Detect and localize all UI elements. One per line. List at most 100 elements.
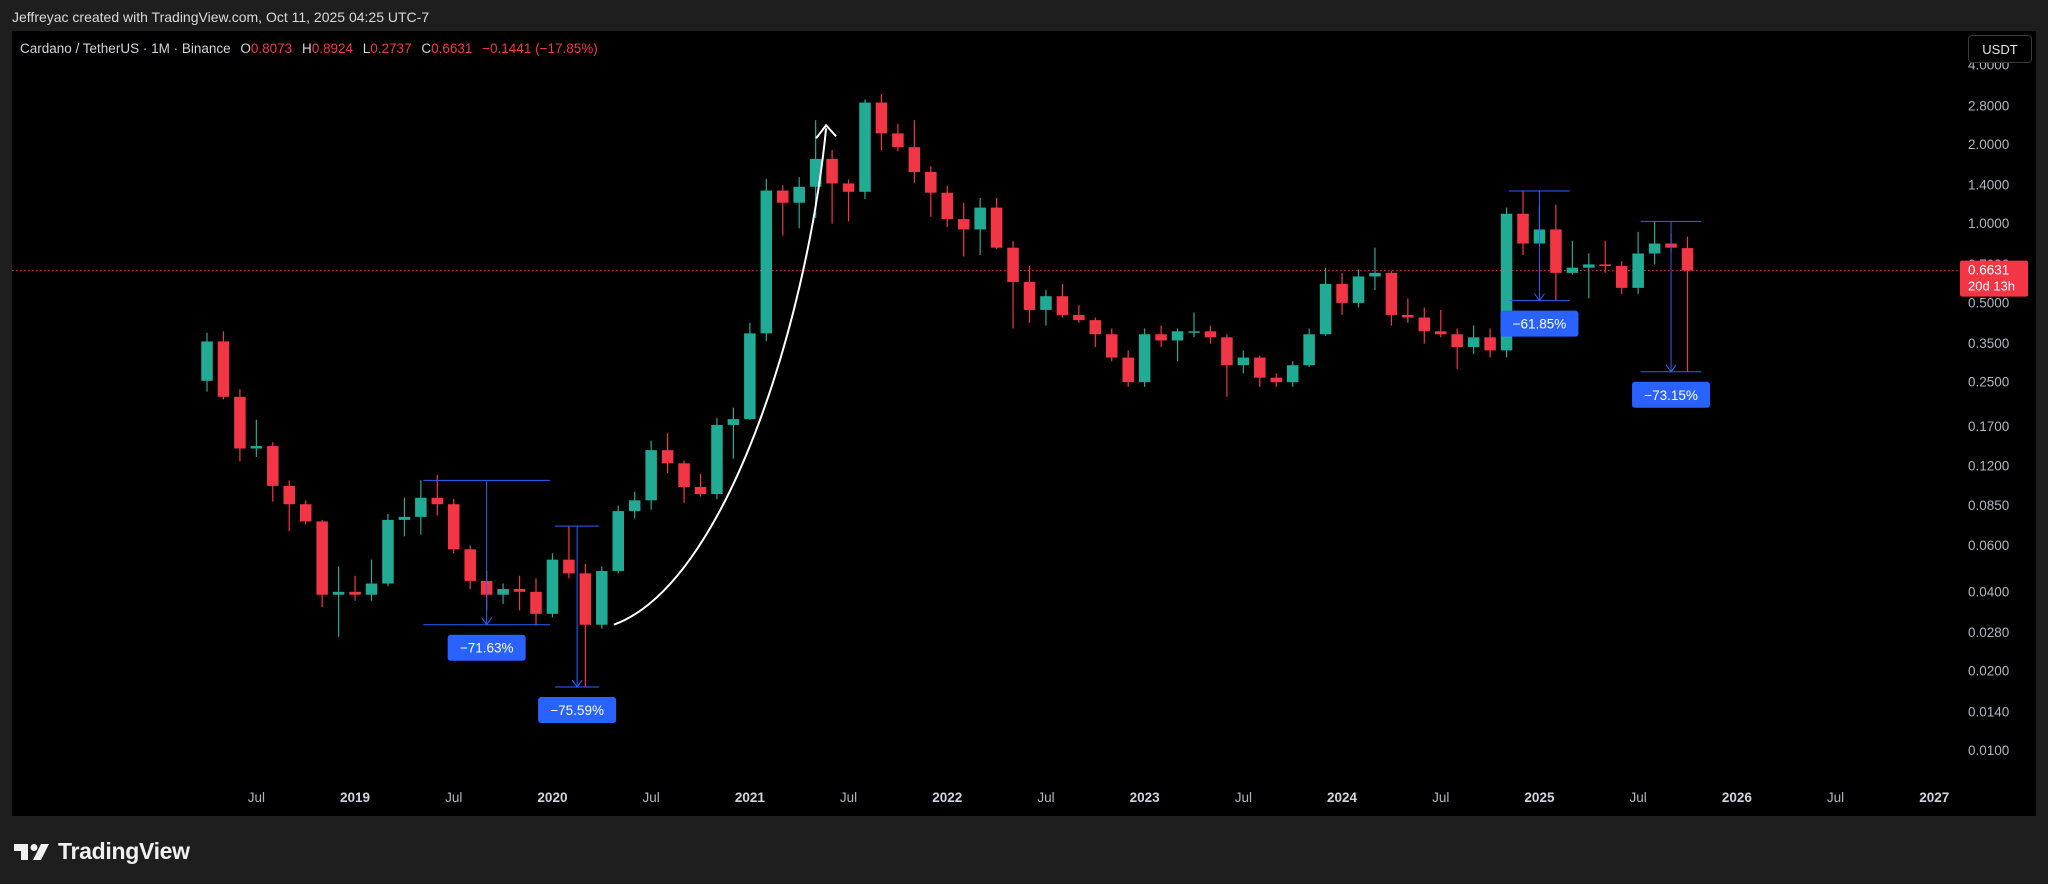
- measure-label-box: [1632, 381, 1711, 408]
- measure-label-box: [447, 634, 526, 661]
- y-tick-label: 0.0280: [1968, 625, 2009, 640]
- x-tick-label: Jul: [643, 790, 660, 805]
- candle-body: [1056, 296, 1069, 315]
- candle-body: [1418, 317, 1431, 332]
- candle-body: [332, 591, 345, 595]
- candle-body: [941, 192, 953, 220]
- x-tick-label: 2019: [340, 790, 370, 805]
- candle-body: [234, 396, 246, 449]
- measure-arrowhead: [571, 679, 583, 688]
- x-tick-label: 2026: [1722, 790, 1753, 805]
- candle-body: [1204, 331, 1217, 338]
- x-tick-label: 2024: [1327, 790, 1358, 805]
- credit-text: Jeffreyac created with TradingView.com, …: [12, 9, 430, 25]
- candle-body: [974, 207, 986, 230]
- candle-body: [678, 463, 690, 487]
- candle-body: [1451, 334, 1463, 347]
- candle-body: [809, 158, 822, 187]
- candle-body: [760, 190, 773, 334]
- candle-body: [645, 450, 657, 501]
- candle-body: [826, 158, 838, 184]
- trend-curve: [613, 128, 828, 626]
- candle-body: [1615, 266, 1628, 288]
- candle-body: [859, 102, 871, 192]
- y-tick-label: 1.0000: [1968, 216, 2009, 231]
- candle-body: [1484, 337, 1496, 351]
- y-tick-label: 0.0400: [1968, 584, 2009, 599]
- low-label: L: [362, 41, 371, 56]
- tradingview-logo[interactable]: TradingView: [14, 838, 190, 865]
- y-tick-label: 0.0200: [1968, 664, 2009, 679]
- candle-body: [1599, 264, 1611, 267]
- symbol-name: Cardano / TetherUS · 1M · Binance: [20, 41, 231, 56]
- candle-body: [744, 333, 756, 420]
- candle-body: [1040, 296, 1052, 310]
- y-tick-label: 0.0600: [1968, 538, 2009, 553]
- candle-body: [1632, 253, 1644, 288]
- price-chart[interactable]: 4.00002.80002.00001.40001.00000.70000.50…: [12, 31, 2036, 816]
- candle-body: [1648, 243, 1661, 254]
- current-price-value: 0.6631: [1968, 263, 2009, 278]
- y-tick-label: 1.4000: [1968, 178, 2009, 193]
- candle-body: [1122, 357, 1134, 383]
- candle-body: [925, 171, 937, 193]
- y-tick-label: 2.0000: [1968, 137, 2009, 152]
- candle-body: [431, 497, 444, 505]
- x-tick-label: 2023: [1130, 790, 1161, 805]
- chart-area[interactable]: 4.00002.80002.00001.40001.00000.70000.50…: [12, 31, 2036, 816]
- candle-body: [513, 588, 526, 592]
- close-label: C: [421, 41, 432, 56]
- candle-body: [842, 183, 855, 192]
- x-tick-label: Jul: [1432, 790, 1449, 805]
- symbol-legend: Cardano / TetherUS · 1M · Binance O0.807…: [20, 41, 598, 56]
- candle-body: [497, 588, 509, 595]
- candle-body: [1073, 314, 1085, 321]
- candle-body: [1467, 337, 1480, 347]
- candle-body: [365, 583, 378, 595]
- candle-body: [250, 446, 263, 449]
- x-tick-label: Jul: [248, 790, 265, 805]
- candle-body: [546, 559, 559, 614]
- candle-body: [283, 485, 295, 505]
- candle-body: [382, 519, 394, 584]
- candle-body: [1336, 283, 1348, 303]
- x-tick-label: 2021: [735, 790, 766, 805]
- candle-body: [1517, 213, 1529, 244]
- candle-body: [1369, 272, 1381, 277]
- candle-body: [1303, 334, 1315, 366]
- candle-body: [628, 500, 641, 512]
- candle-body: [448, 504, 460, 550]
- x-tick-label: 2022: [932, 790, 962, 805]
- candle-body: [563, 559, 575, 574]
- candle-body: [694, 486, 707, 495]
- candle-body: [1155, 334, 1167, 341]
- candle-body: [875, 102, 888, 134]
- measure-label: −75.59%: [550, 703, 604, 718]
- open-label: O: [240, 41, 251, 56]
- candle-body: [908, 147, 921, 172]
- candle-body: [398, 516, 411, 520]
- candle-body: [579, 573, 592, 625]
- y-tick-label: 0.2500: [1968, 375, 2009, 390]
- candle-body: [217, 341, 230, 397]
- change-value: −0.1441 (−17.85%): [482, 41, 598, 56]
- candle-body: [1254, 357, 1266, 378]
- y-tick-label: 0.3500: [1968, 336, 2009, 351]
- y-tick-label: 0.5000: [1968, 295, 2009, 310]
- candle-body: [1319, 283, 1332, 335]
- x-tick-label: Jul: [1235, 790, 1252, 805]
- measure-arrowhead: [1665, 364, 1677, 373]
- y-tick-label: 2.8000: [1968, 98, 2009, 113]
- currency-button[interactable]: USDT: [1968, 35, 2032, 63]
- candle-body: [201, 341, 213, 381]
- low-value: 0.2737: [370, 41, 412, 56]
- candle-body: [530, 591, 542, 614]
- candle-body: [711, 424, 723, 495]
- candle-body: [1106, 334, 1118, 358]
- candle-body: [267, 446, 279, 486]
- measure-label: −73.15%: [1644, 388, 1698, 403]
- brand-name: TradingView: [58, 838, 190, 864]
- high-label: H: [301, 41, 312, 56]
- measure-label: −71.63%: [460, 641, 514, 656]
- candle-body: [1566, 267, 1579, 273]
